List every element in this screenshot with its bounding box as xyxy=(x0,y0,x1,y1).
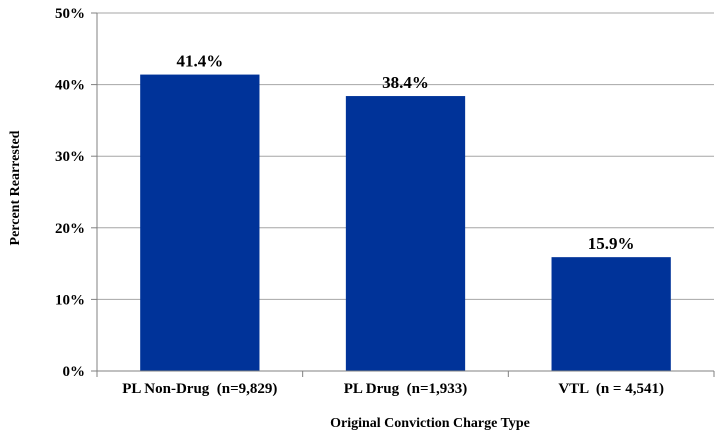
x-tick-labels: PL Non-Drug (n=9,829) PL Drug (n=1,933) VT… xyxy=(122,381,664,397)
data-label: 38.4% xyxy=(382,73,429,92)
y-axis-title: Percent Rearrested xyxy=(8,130,23,245)
x-tick-label: VTL (n = 4,541) xyxy=(558,381,664,397)
bars xyxy=(140,74,671,372)
axes xyxy=(91,12,715,377)
x-axis-title: Original Conviction Charge Type xyxy=(330,416,530,431)
y-tick-label: 20% xyxy=(55,221,85,237)
bar xyxy=(345,96,466,371)
data-label: 41.4% xyxy=(176,52,223,71)
y-tick-label: 50% xyxy=(55,6,85,22)
y-tick-label: 40% xyxy=(55,78,85,94)
y-tick-label: 0% xyxy=(63,364,86,380)
y-tick-labels: 0% 10% 20% 30% 40% 50% xyxy=(55,6,85,380)
data-labels: 41.4% 38.4% 15.9% xyxy=(176,52,634,254)
bar xyxy=(140,74,260,372)
x-tick-label: PL Non-Drug (n=9,829) xyxy=(122,381,277,397)
bar xyxy=(551,257,671,371)
y-tick-label: 30% xyxy=(55,149,85,165)
y-tick-label: 10% xyxy=(55,292,85,308)
data-label: 15.9% xyxy=(588,234,635,253)
x-tick-label: PL Drug (n=1,933) xyxy=(344,381,468,397)
